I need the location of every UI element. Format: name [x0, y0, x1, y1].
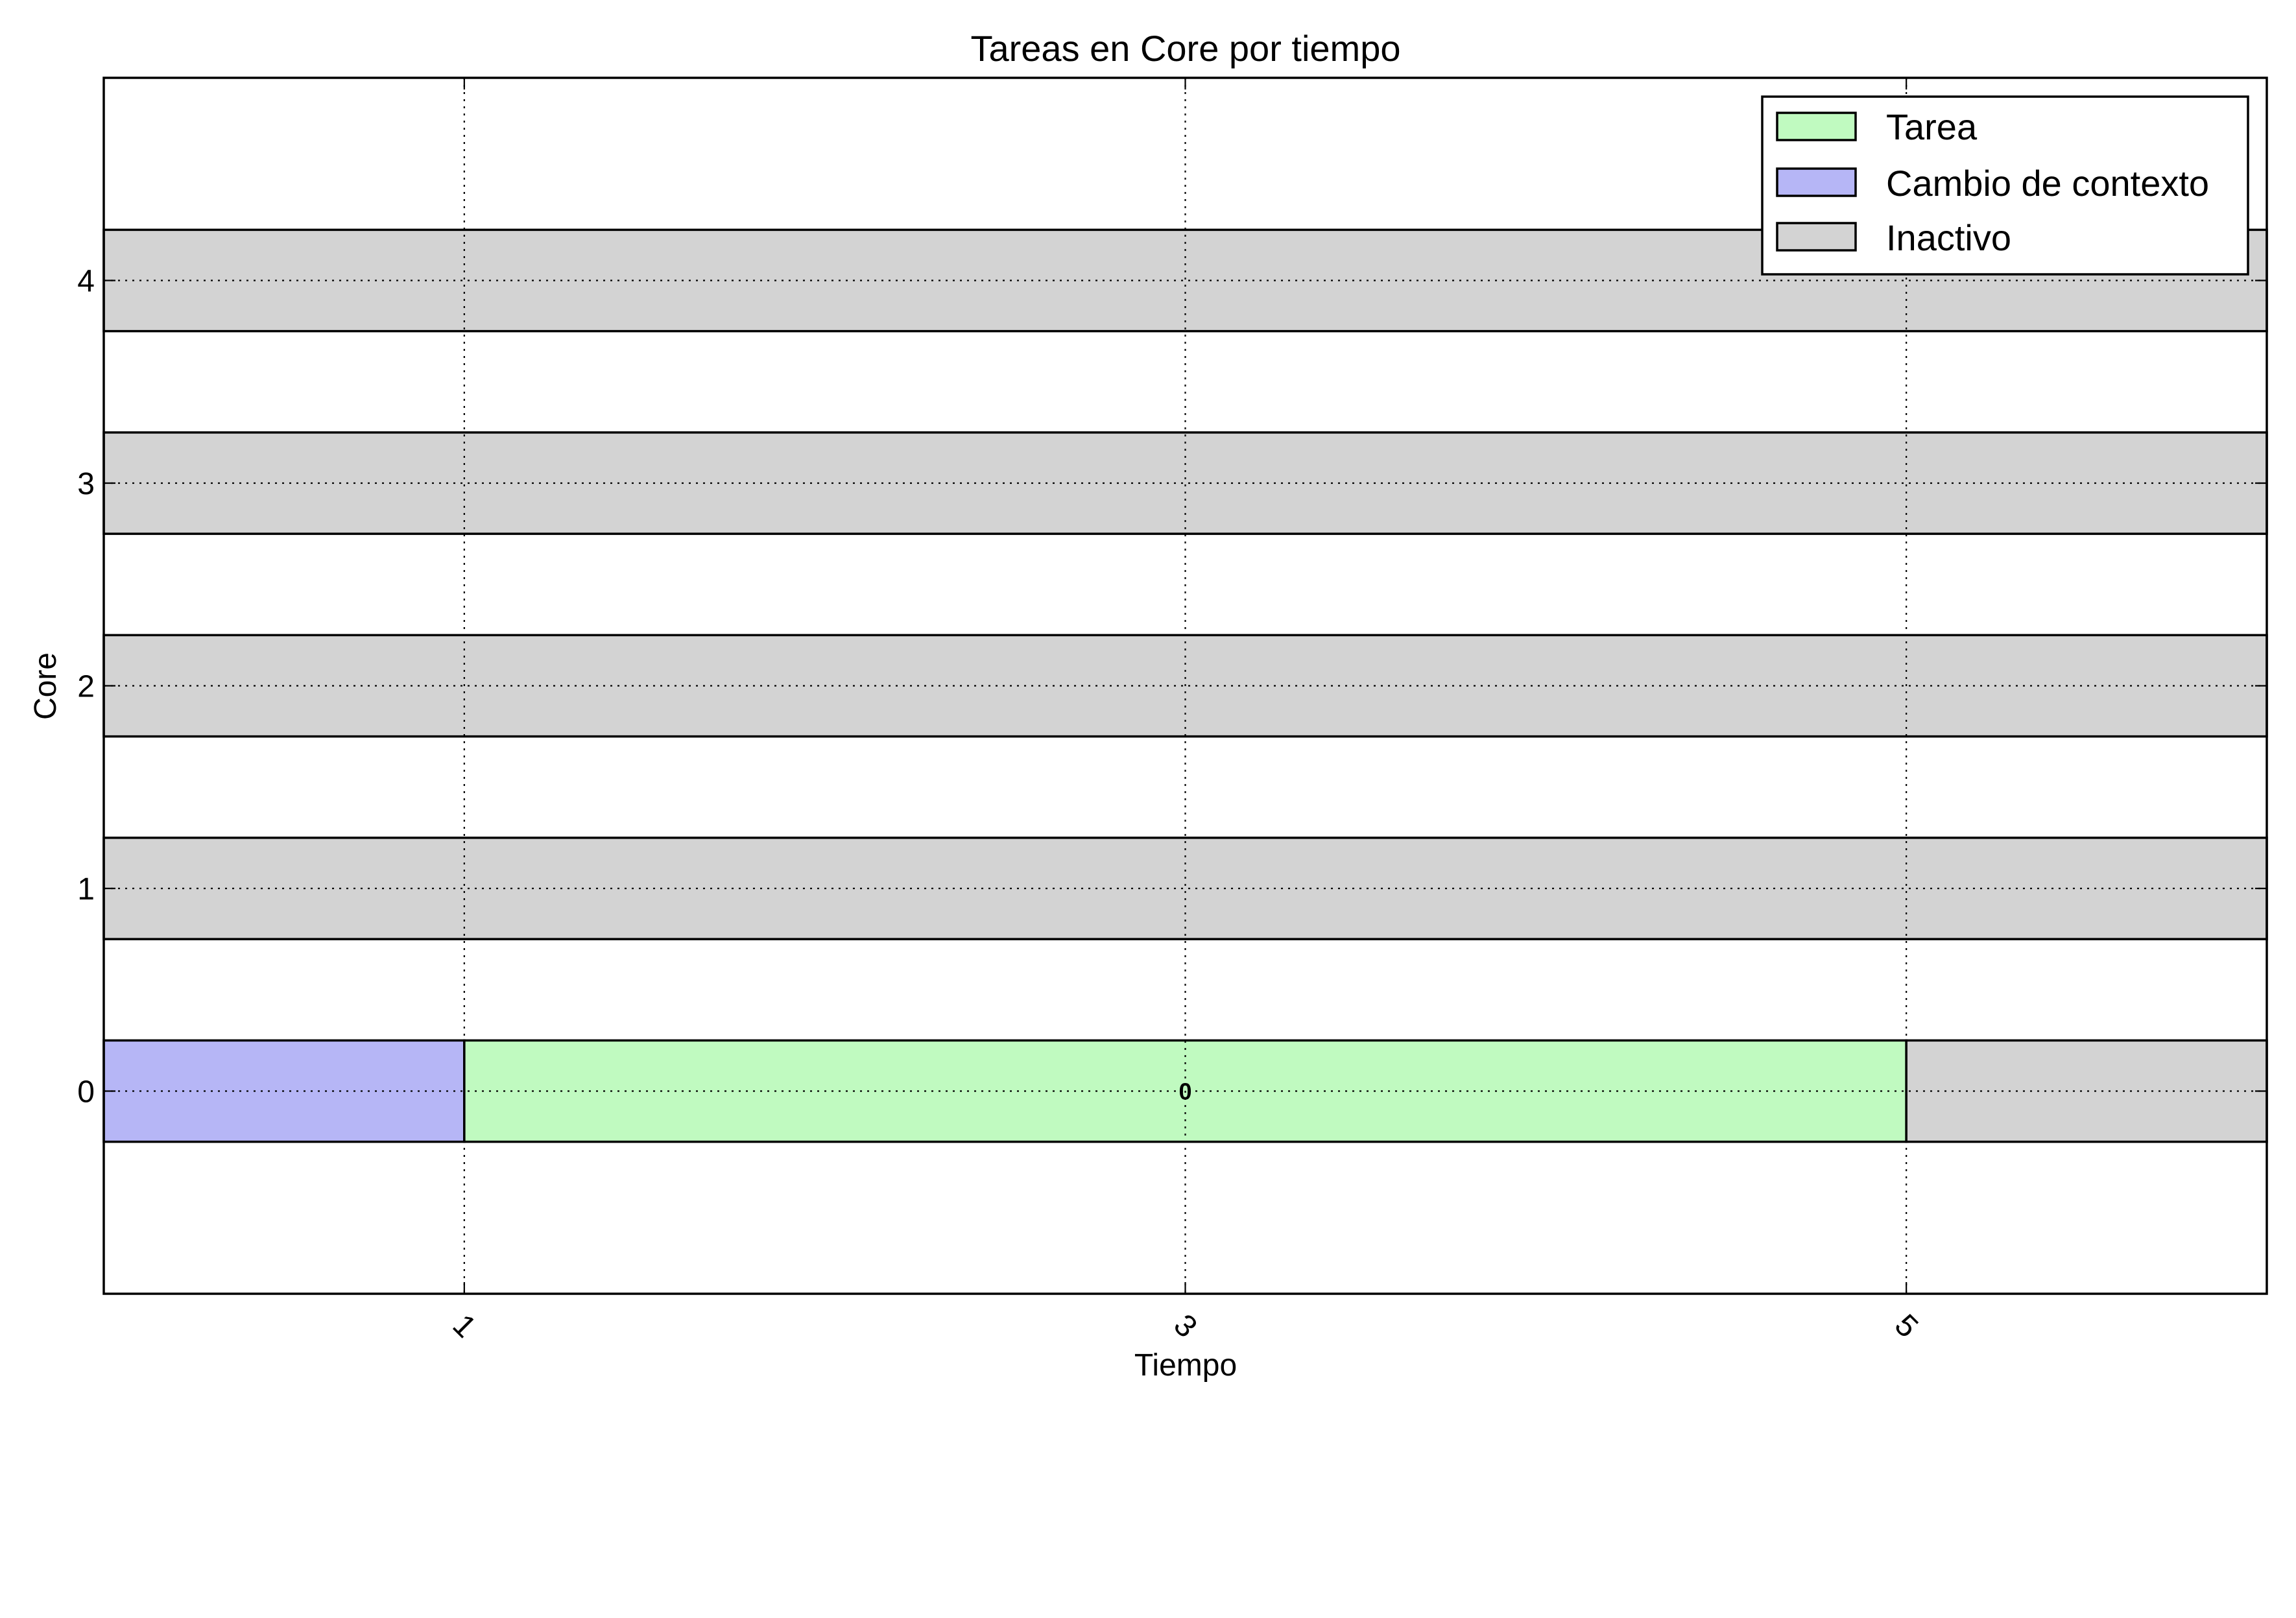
legend-label-tarea: Tarea [1886, 106, 1978, 147]
y-tick-label-2: 2 [77, 670, 95, 704]
y-tick-label-0: 0 [77, 1075, 95, 1110]
bar-labels-layer: 0 [1178, 1078, 1191, 1105]
bar-core-1-inactivo-3 [102, 837, 2268, 940]
chart-title: Tareas en Core por tiempo [970, 28, 1400, 69]
legend-swatch-tarea [1776, 112, 1857, 141]
x-axis-label: Tiempo [1134, 1348, 1237, 1383]
y-tick-label-4: 4 [77, 265, 95, 299]
y-tick-label-3: 3 [77, 467, 95, 501]
grid-layer [104, 78, 2267, 1294]
bar-core-3-inactivo-5 [102, 431, 2268, 535]
legend: Tarea Cambio de contexto Inactivo [1761, 95, 2249, 276]
legend-swatch-inactivo [1776, 222, 1857, 252]
legend-swatch-cambio-de-contexto [1776, 167, 1857, 197]
y-axis-label: Core [29, 652, 63, 720]
legend-label-cambio-de-contexto: Cambio de contexto [1886, 163, 2209, 204]
y-tick-label-1: 1 [77, 872, 95, 907]
legend-label-inactivo: Inactivo [1886, 217, 2011, 258]
bar-label-core-0-1: 0 [1178, 1078, 1191, 1105]
